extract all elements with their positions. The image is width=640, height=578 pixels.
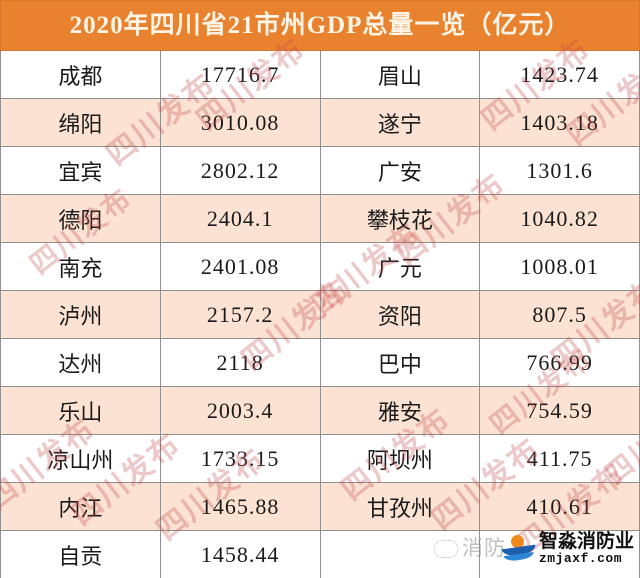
cell-city-right: 攀枝花: [319, 194, 481, 243]
table-row: 乐山 2003.4 雅安 754.59: [0, 386, 640, 435]
cell-city-right: 资阳: [319, 290, 481, 339]
cell-value-right: 1040.82: [479, 194, 640, 243]
cell-city-right: 雅安: [319, 386, 481, 435]
cell-value-right: 1008.01: [479, 242, 640, 291]
cell-city-right: 广元: [319, 242, 481, 291]
cell-city-left: 成都: [0, 50, 161, 99]
cell-city-left: 乐山: [0, 386, 161, 435]
cell-value-left: 2157.2: [159, 290, 321, 339]
wave-sun-icon: [501, 532, 537, 566]
cell-value-right: 1423.74: [479, 50, 640, 99]
cell-city-right: 广安: [319, 146, 481, 195]
cell-value-left: 3010.08: [159, 98, 321, 147]
cell-value-left: 1465.88: [159, 482, 321, 531]
cell-city-left: 绵阳: [0, 98, 161, 147]
logo-text-block: 智淼消防业 zmjaxf.com: [539, 532, 634, 566]
cell-value-right: 1301.6: [479, 146, 640, 195]
table-row: 绵阳 3010.08 遂宁 1403.18: [0, 98, 640, 147]
logo-url: zmjaxf.com: [538, 551, 622, 567]
cell-city-left: 自贡: [0, 530, 161, 578]
cell-city-left: 宜宾: [0, 146, 161, 195]
cell-city-left: 泸州: [0, 290, 161, 339]
cell-value-right: 754.59: [479, 386, 640, 435]
cell-city-left: 德阳: [0, 194, 161, 243]
table-row: 凉山州 1733.15 阿坝州 411.75: [0, 434, 640, 483]
logo-ghost-text: 消防: [434, 532, 506, 562]
cell-city-left: 南充: [0, 242, 161, 291]
cell-city-left: 达州: [0, 338, 161, 387]
table-row: 成都 17716.7 眉山 1423.74: [0, 50, 640, 99]
cell-value-right: 766.99: [479, 338, 640, 387]
sun-icon: [510, 535, 524, 548]
cell-value-left: 2404.1: [159, 194, 321, 243]
cell-value-left: 17716.7: [159, 50, 321, 99]
cell-value-left: 2802.12: [159, 146, 321, 195]
cell-city-right: 眉山: [319, 50, 481, 99]
table-row: 自贡 1458.44: [0, 530, 640, 578]
cell-city-left: 凉山州: [0, 434, 161, 483]
table-title-row: 2020年四川省21市州GDP总量一览（亿元）: [0, 0, 640, 51]
table-row: 内江 1465.88 甘孜州 410.61: [0, 482, 640, 531]
cell-value-left: 1458.44: [159, 530, 321, 578]
table-row: 宜宾 2802.12 广安 1301.6: [0, 146, 640, 195]
table-row: 德阳 2404.1 攀枝花 1040.82: [0, 194, 640, 243]
cell-value-left: 2118: [159, 338, 321, 387]
cell-city-right: 巴中: [319, 338, 481, 387]
site-logo: 消防 智淼消防业 zmjaxf.com: [434, 530, 634, 568]
cell-city-right: 遂宁: [319, 98, 481, 147]
cell-city-right: 甘孜州: [319, 482, 481, 531]
cell-value-right: 410.61: [479, 482, 640, 531]
table-row: 泸州 2157.2 资阳 807.5: [0, 290, 640, 339]
cell-value-left: 2003.4: [159, 386, 321, 435]
cell-value-right: 1403.18: [479, 98, 640, 147]
cell-city-left: 内江: [0, 482, 161, 531]
qr-code-icon: [434, 540, 458, 559]
cell-value-right: 411.75: [479, 434, 640, 483]
cell-city-right: 阿坝州: [319, 434, 481, 483]
page-title: 2020年四川省21市州GDP总量一览（亿元）: [0, 0, 640, 51]
cell-value-left: 2401.08: [159, 242, 321, 291]
logo-company-name: 智淼消防业: [538, 531, 634, 553]
logo-ghost-label: 消防: [462, 537, 506, 560]
table-row: 达州 2118 巴中 766.99: [0, 338, 640, 387]
table-row: 南充 2401.08 广元 1008.01: [0, 242, 640, 291]
cell-value-right: 807.5: [479, 290, 640, 339]
cell-value-left: 1733.15: [159, 434, 321, 483]
